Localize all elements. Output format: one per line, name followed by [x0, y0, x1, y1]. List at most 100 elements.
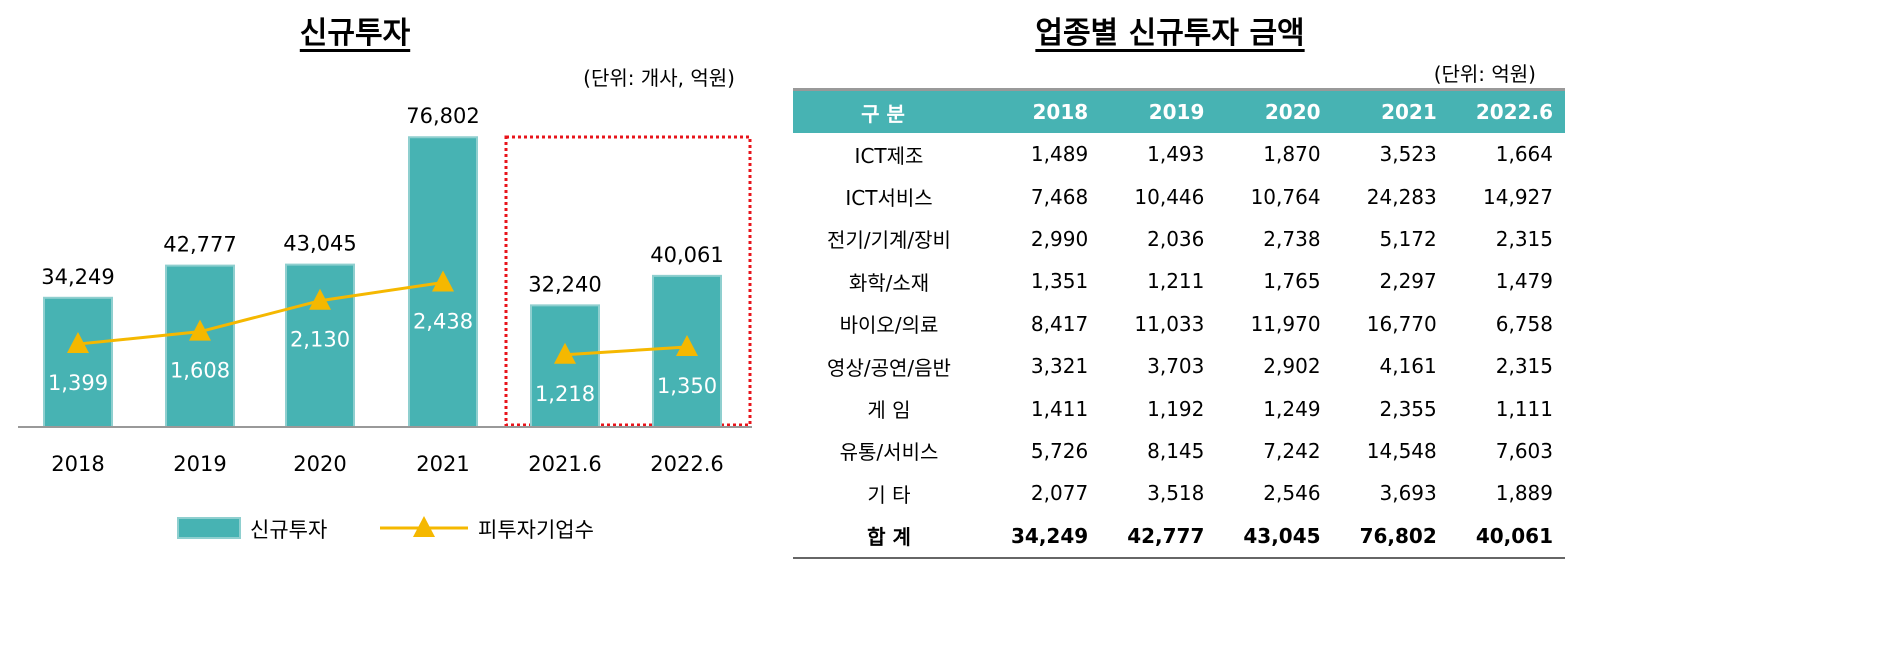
total-row: 합 계 34,249 42,777 43,045 76,802 40,061 — [793, 515, 1565, 558]
legend-label: 신규투자 — [250, 518, 327, 542]
cell-value: 24,283 — [1366, 184, 1437, 209]
line-value-label: 1,399 — [48, 371, 108, 395]
table-row: 전기/기계/장비 2,990 2,036 2,738 5,172 2,315 — [793, 218, 1565, 260]
legend-label: 피투자기업수 — [478, 518, 594, 542]
cell-value: 10,764 — [1250, 184, 1321, 209]
cell-value: 2,902 — [1263, 354, 1321, 379]
column-header: 2018 — [1032, 100, 1089, 124]
cell-value: 1,489 — [1030, 142, 1089, 167]
line-marker — [432, 270, 454, 292]
table-row: 바이오/의료 8,417 11,033 11,970 16,770 6,758 — [793, 303, 1565, 345]
line-series — [77, 280, 444, 346]
row-label: 게 임 — [867, 398, 911, 423]
line-value-label: 1,218 — [535, 382, 595, 406]
cell-value: 4,161 — [1379, 354, 1437, 379]
cell-value: 2,355 — [1379, 396, 1437, 421]
bar-value-label: 32,240 — [528, 272, 601, 296]
line-marker — [309, 288, 331, 310]
column-header: 구 분 — [861, 101, 905, 126]
cell-value: 1,192 — [1147, 396, 1205, 421]
cell-value: 11,033 — [1134, 311, 1205, 336]
line-value-label: 2,438 — [413, 309, 473, 333]
legend-triangle-icon — [413, 516, 435, 537]
highlight-box — [504, 135, 752, 427]
bar-value-label: 34,249 — [41, 265, 114, 289]
cell-value: 10,446 — [1134, 184, 1205, 209]
table-row: 기 타 2,077 3,518 2,546 3,693 1,889 — [793, 472, 1565, 514]
x-tick-label: 2021 — [416, 452, 469, 476]
bar — [165, 264, 235, 428]
cell-value: 1,411 — [1030, 396, 1089, 421]
line-value-label: 1,608 — [170, 359, 230, 383]
cell-value: 1,493 — [1147, 142, 1205, 167]
row-label: ICT제조 — [854, 143, 924, 168]
cell-value: 1,211 — [1147, 269, 1205, 294]
bar-value-label: 76,802 — [406, 104, 479, 128]
cell-value: 16,770 — [1366, 311, 1437, 336]
line-marker — [189, 319, 211, 341]
cell-value: 11,970 — [1250, 311, 1321, 336]
cell-value: 2,036 — [1147, 226, 1205, 251]
cell-value: 1,664 — [1495, 142, 1553, 167]
cell-value: 2,546 — [1263, 481, 1321, 506]
cell-value: 3,703 — [1147, 354, 1205, 379]
bar-line-chart: 34,249 2018 42,777 2019 43,045 2020 76,802 2021… — [18, 104, 752, 542]
cell-value: 5,172 — [1379, 226, 1437, 251]
x-tick-label: 2022.6 — [650, 452, 723, 476]
cell-value: 1,889 — [1495, 481, 1553, 506]
chart-unit-note: (단위: 개사, 억원) — [583, 66, 735, 90]
cell-value: 1,870 — [1263, 142, 1321, 167]
cell-value: 8,145 — [1147, 438, 1205, 463]
cell-value: 6,758 — [1495, 311, 1553, 336]
table-row: ICT서비스 7,468 10,446 10,764 24,283 14,927 — [793, 175, 1565, 217]
cell-value: 34,249 — [1011, 523, 1089, 548]
x-tick-label: 2019 — [173, 452, 226, 476]
cell-value: 14,927 — [1483, 184, 1553, 209]
column-header: 2020 — [1264, 100, 1321, 124]
table-header-row: 구 분 2018 2019 2020 2021 2022.6 — [793, 89, 1565, 133]
x-tick-label: 2018 — [51, 452, 104, 476]
cell-value: 2,990 — [1030, 226, 1089, 251]
cell-value: 2,315 — [1495, 354, 1553, 379]
column-header: 2021 — [1381, 100, 1437, 124]
cell-value: 3,321 — [1030, 354, 1089, 379]
table-row: ICT제조 1,489 1,493 1,870 3,523 1,664 — [793, 133, 1565, 175]
cell-value: 8,417 — [1030, 311, 1089, 336]
cell-value: 7,603 — [1495, 438, 1553, 463]
cell-value: 1,765 — [1263, 269, 1321, 294]
cell-value: 7,468 — [1030, 184, 1089, 209]
line-value-label: 2,130 — [290, 328, 350, 352]
cell-value: 3,693 — [1379, 481, 1437, 506]
line-marker — [676, 334, 698, 356]
table-row: 영상/공연/음반 3,321 3,703 2,902 4,161 2,315 — [793, 345, 1565, 387]
cell-value: 76,802 — [1359, 523, 1437, 548]
cell-value: 2,315 — [1495, 226, 1553, 251]
bar-value-label: 40,061 — [650, 243, 723, 267]
row-label: 화학/소재 — [848, 270, 930, 295]
bar-value-label: 42,777 — [163, 233, 236, 257]
line-marker — [554, 342, 576, 364]
cell-value: 43,045 — [1243, 523, 1321, 548]
bar-value-label: 43,045 — [283, 232, 356, 256]
cell-value: 2,738 — [1263, 226, 1321, 251]
cell-value: 14,548 — [1366, 438, 1437, 463]
legend-bar-swatch — [177, 517, 241, 539]
cell-value: 40,061 — [1475, 523, 1553, 548]
x-tick-label: 2020 — [293, 452, 346, 476]
cell-value: 7,242 — [1263, 438, 1321, 463]
x-tick-label: 2021.6 — [528, 452, 601, 476]
row-label: 합 계 — [867, 525, 911, 550]
row-label: 전기/기계/장비 — [827, 228, 951, 253]
row-label: 기 타 — [867, 482, 911, 507]
cell-value: 1,351 — [1030, 269, 1089, 294]
cell-value: 1,479 — [1495, 269, 1553, 294]
bar — [43, 296, 113, 429]
table-unit-note: (단위: 억원) — [1433, 62, 1536, 86]
column-header: 2019 — [1148, 100, 1205, 124]
line-value-label: 1,350 — [657, 374, 717, 398]
cell-value: 1,249 — [1263, 396, 1321, 421]
cell-value: 2,077 — [1030, 481, 1089, 506]
investment-by-industry-table: 구 분 2018 2019 2020 2021 2022.6 ICT제조 1,489 1,49… — [793, 88, 1565, 559]
row-label: 유통/서비스 — [839, 440, 939, 465]
table-row: 유통/서비스 5,726 8,145 7,242 14,548 7,603 — [793, 430, 1565, 472]
